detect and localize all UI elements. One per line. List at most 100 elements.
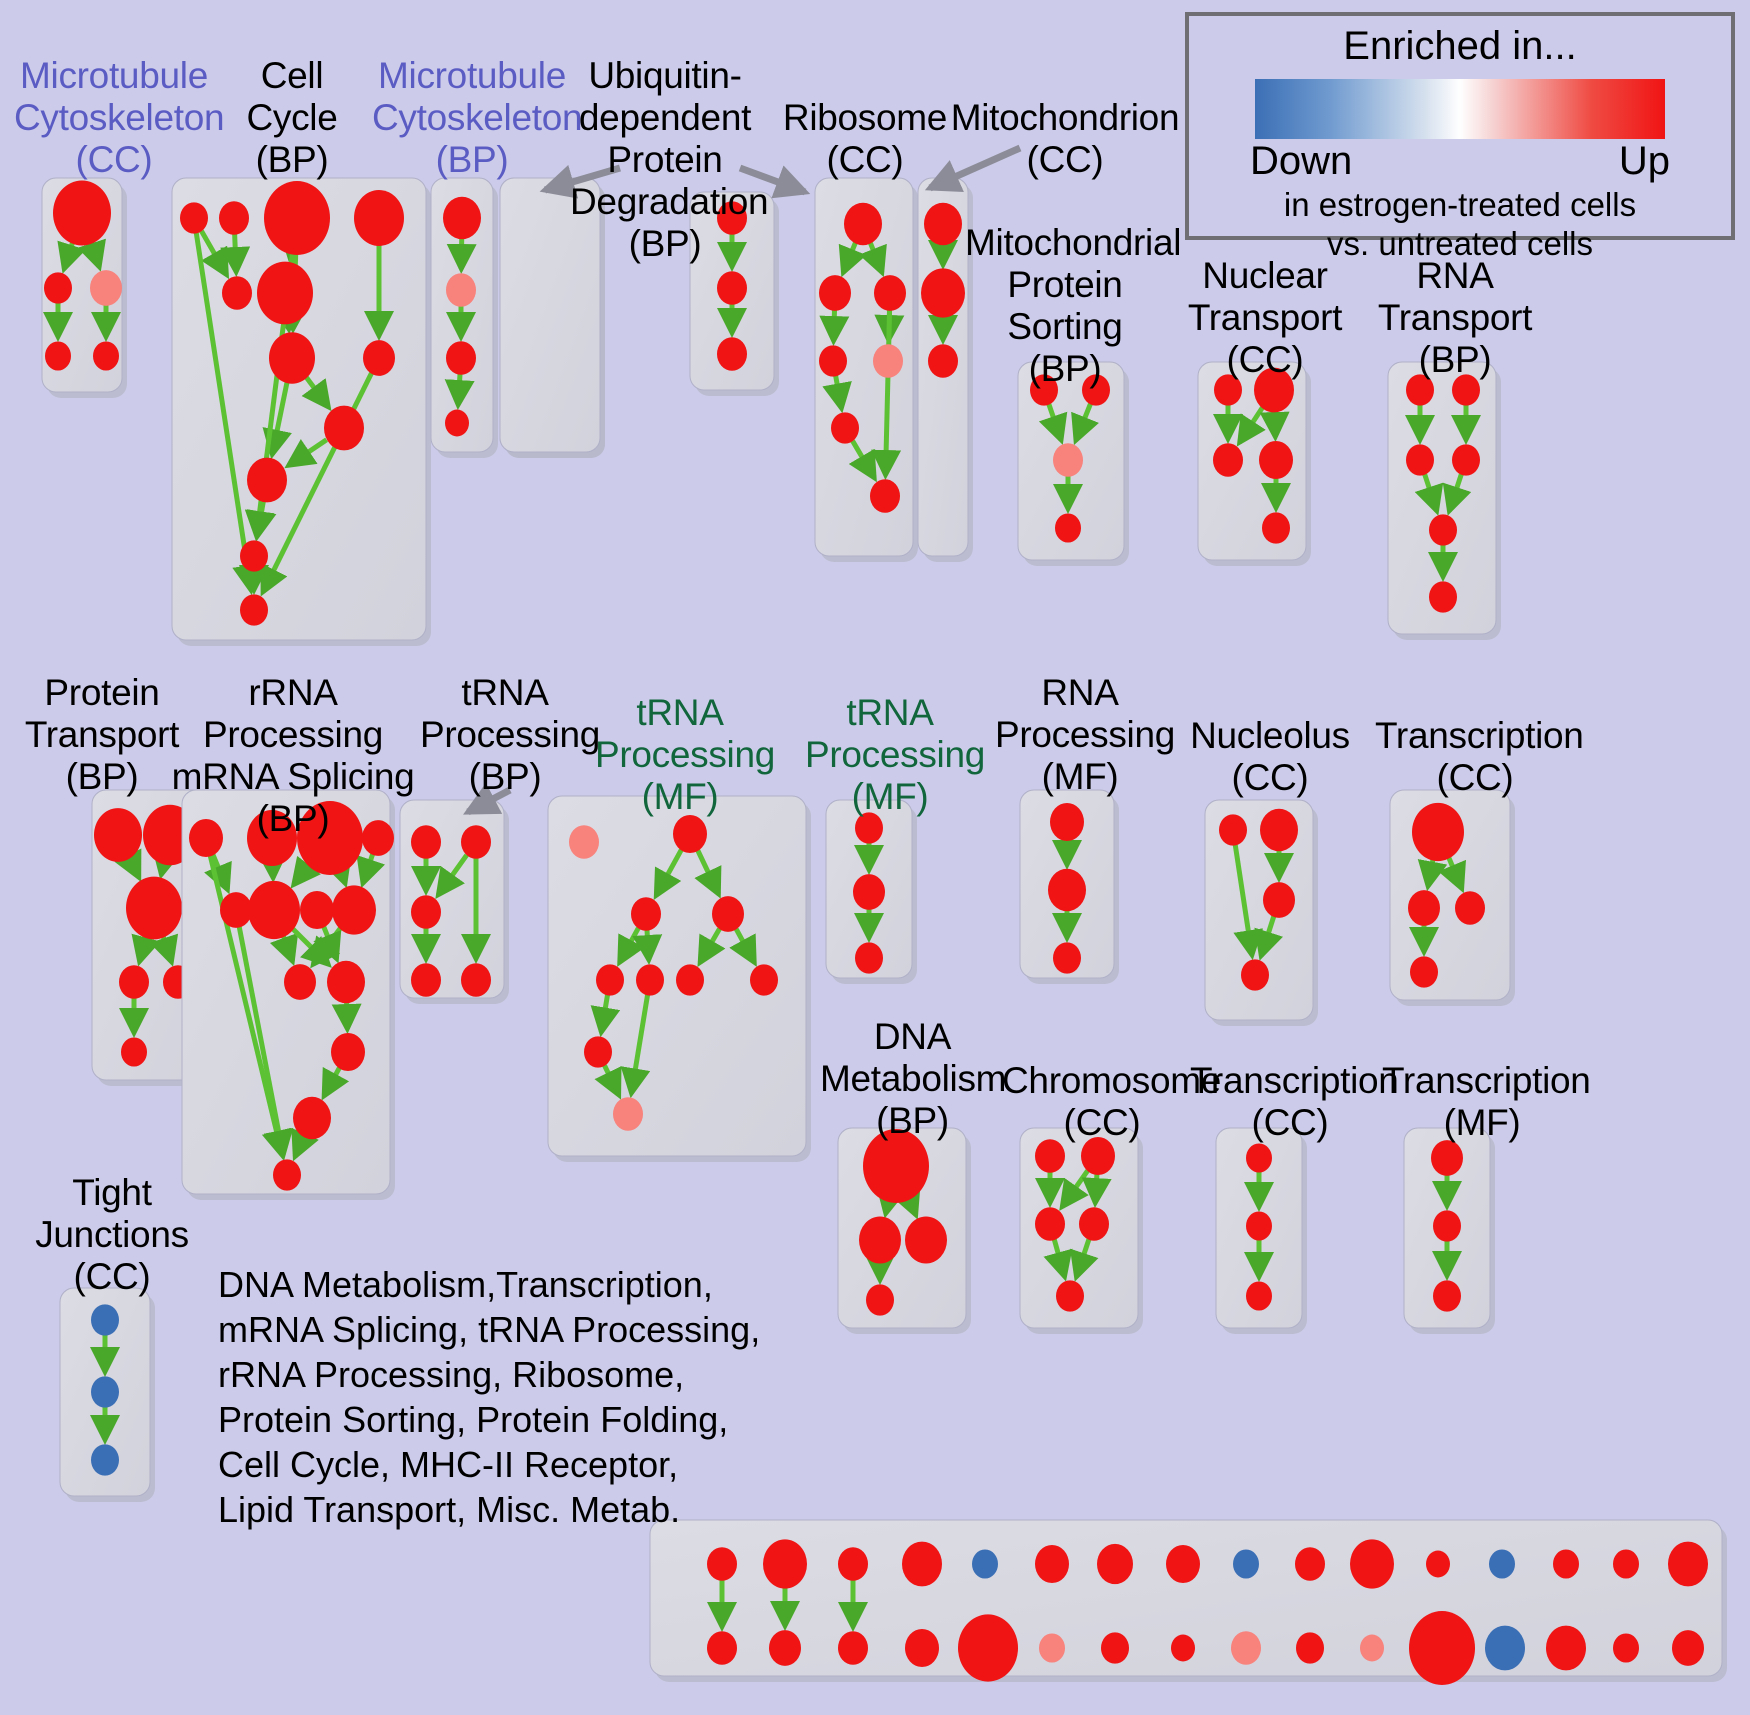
protein-node[interactable]	[838, 1631, 868, 1665]
protein-node[interactable]	[119, 965, 149, 999]
protein-node[interactable]	[293, 1096, 331, 1140]
protein-node[interactable]	[189, 818, 223, 858]
protein-node[interactable]	[972, 1549, 998, 1579]
protein-node[interactable]	[712, 896, 744, 932]
protein-node[interactable]	[1613, 1633, 1639, 1663]
module-p-rna-processing-mf[interactable]	[1019, 789, 1119, 984]
protein-node[interactable]	[866, 1284, 894, 1316]
protein-node[interactable]	[819, 275, 851, 311]
protein-node[interactable]	[1260, 808, 1298, 852]
module-p-nucleolus[interactable]	[1204, 799, 1318, 1026]
module-p-rna-transport[interactable]	[1387, 361, 1501, 640]
protein-node[interactable]	[844, 202, 882, 246]
protein-node[interactable]	[180, 202, 208, 234]
protein-node[interactable]	[240, 594, 268, 626]
protein-node[interactable]	[1426, 1550, 1450, 1578]
protein-node[interactable]	[1409, 1611, 1475, 1685]
protein-node[interactable]	[1262, 512, 1290, 544]
protein-node[interactable]	[1055, 513, 1081, 543]
protein-node[interactable]	[247, 810, 297, 866]
protein-node[interactable]	[445, 409, 469, 437]
protein-node[interactable]	[1097, 1543, 1133, 1585]
protein-node[interactable]	[284, 964, 316, 1000]
protein-node[interactable]	[673, 814, 707, 854]
module-p-tight-junctions[interactable]	[59, 1287, 155, 1502]
protein-node[interactable]	[1082, 374, 1110, 406]
protein-node[interactable]	[1489, 1549, 1515, 1579]
protein-node[interactable]	[1406, 374, 1434, 406]
protein-node[interactable]	[1431, 1140, 1463, 1176]
module-p-dna-metabolism[interactable]	[837, 1127, 971, 1334]
protein-node[interactable]	[1241, 959, 1269, 991]
protein-node[interactable]	[1408, 890, 1440, 926]
module-p-chromosome[interactable]	[1019, 1127, 1143, 1334]
protein-node[interactable]	[411, 963, 441, 997]
protein-node[interactable]	[1056, 1280, 1084, 1312]
protein-node[interactable]	[1053, 942, 1081, 974]
protein-node[interactable]	[332, 885, 376, 935]
protein-node[interactable]	[1668, 1541, 1708, 1587]
protein-node[interactable]	[126, 876, 182, 940]
protein-node[interactable]	[1246, 1143, 1272, 1173]
protein-node[interactable]	[1410, 956, 1438, 988]
module-p-transcription-cc-bottom[interactable]	[1215, 1127, 1307, 1334]
protein-node[interactable]	[91, 1444, 119, 1476]
protein-node[interactable]	[247, 457, 287, 503]
module-p-microtubule-cc[interactable]	[41, 177, 127, 398]
protein-node[interactable]	[1613, 1549, 1639, 1579]
protein-node[interactable]	[859, 1216, 901, 1264]
module-p-mitochondrion[interactable]	[917, 177, 973, 562]
protein-node[interactable]	[331, 1032, 365, 1072]
protein-node[interactable]	[53, 180, 111, 246]
protein-node[interactable]	[411, 825, 441, 859]
protein-node[interactable]	[45, 341, 71, 371]
protein-node[interactable]	[1433, 1280, 1461, 1312]
protein-node[interactable]	[769, 1630, 801, 1666]
protein-node[interactable]	[750, 964, 778, 996]
protein-node[interactable]	[1213, 443, 1243, 477]
protein-node[interactable]	[94, 808, 142, 862]
protein-node[interactable]	[870, 479, 900, 513]
module-p-mito-sorting[interactable]	[1017, 361, 1129, 566]
protein-node[interactable]	[297, 801, 363, 875]
protein-node[interactable]	[240, 540, 268, 572]
module-p-trna-mf-2[interactable]	[825, 799, 917, 984]
protein-node[interactable]	[873, 344, 903, 378]
protein-node[interactable]	[921, 268, 965, 318]
protein-node[interactable]	[446, 273, 476, 307]
protein-node[interactable]	[121, 1037, 147, 1067]
protein-node[interactable]	[763, 1539, 807, 1589]
protein-node[interactable]	[853, 874, 885, 910]
protein-node[interactable]	[855, 942, 883, 974]
protein-node[interactable]	[300, 890, 334, 930]
protein-node[interactable]	[1035, 1544, 1069, 1584]
protein-node[interactable]	[717, 201, 747, 235]
protein-node[interactable]	[264, 181, 330, 255]
protein-node[interactable]	[461, 825, 491, 859]
protein-node[interactable]	[1412, 802, 1464, 862]
protein-node[interactable]	[1553, 1549, 1579, 1579]
protein-node[interactable]	[905, 1216, 947, 1264]
protein-node[interactable]	[1231, 1631, 1261, 1665]
protein-node[interactable]	[219, 201, 249, 235]
protein-node[interactable]	[1295, 1547, 1325, 1581]
module-p-misc-wide[interactable]	[649, 1519, 1727, 1685]
protein-node[interactable]	[819, 345, 847, 377]
protein-node[interactable]	[461, 963, 491, 997]
protein-node[interactable]	[269, 332, 315, 384]
protein-node[interactable]	[1429, 581, 1457, 613]
protein-node[interactable]	[707, 1631, 737, 1665]
protein-node[interactable]	[363, 340, 395, 376]
protein-node[interactable]	[905, 1628, 939, 1668]
protein-node[interactable]	[327, 960, 365, 1004]
protein-node[interactable]	[838, 1547, 868, 1581]
protein-node[interactable]	[596, 964, 624, 996]
protein-node[interactable]	[902, 1541, 942, 1587]
protein-node[interactable]	[1350, 1539, 1394, 1589]
protein-node[interactable]	[324, 405, 364, 451]
protein-node[interactable]	[636, 964, 664, 996]
protein-node[interactable]	[1452, 444, 1480, 476]
module-p-cell-cycle[interactable]	[171, 177, 431, 646]
protein-node[interactable]	[1254, 367, 1294, 413]
protein-node[interactable]	[446, 341, 476, 375]
